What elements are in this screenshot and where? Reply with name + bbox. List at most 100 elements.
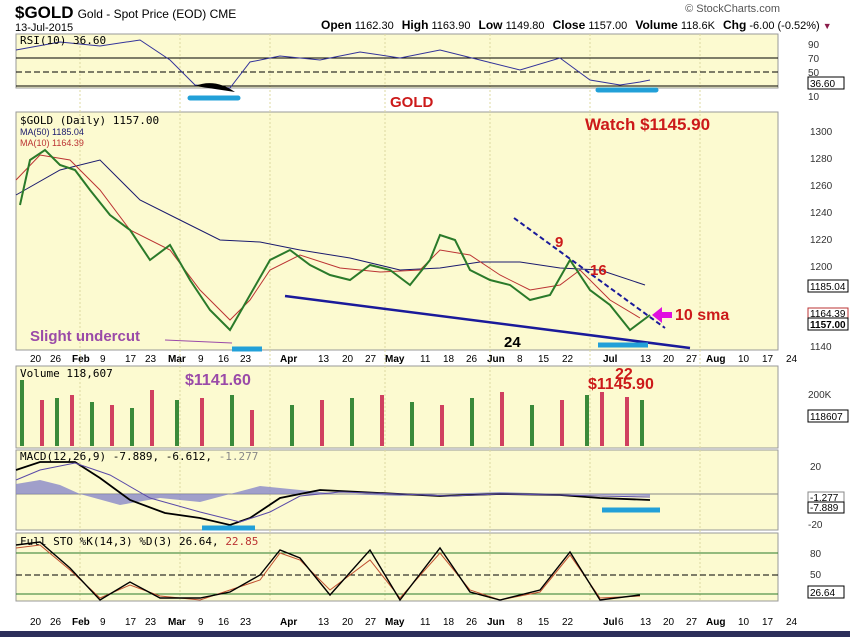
svg-text:MACD(12,26,9) -7.889, -6.612,: MACD(12,26,9) -7.889, -6.612, -1.277 (20, 450, 258, 463)
svg-text:118607: 118607 (810, 412, 843, 423)
rsi-panel: RSI(10) 36.60 90 70 50 10 36.60 (15, 34, 845, 103)
svg-text:23: 23 (145, 354, 157, 365)
x-axis-top: 20 26 Feb 9 17 23 Mar 9 16 23 Apr 13 20 27 May 11 18 26 Ju… (30, 354, 798, 365)
svg-text:Jun: Jun (487, 354, 505, 365)
svg-text:13: 13 (318, 617, 330, 628)
svg-text:RSI(10) 36.60: RSI(10) 36.60 (20, 34, 106, 47)
bottom-bar (0, 631, 850, 637)
svg-text:13: 13 (640, 617, 652, 628)
svg-text:8: 8 (517, 617, 523, 628)
svg-text:Mar: Mar (168, 617, 186, 628)
svg-text:26: 26 (466, 354, 478, 365)
svg-text:1164.39: 1164.39 (810, 309, 846, 320)
svg-text:80: 80 (810, 549, 822, 560)
svg-text:18: 18 (443, 354, 455, 365)
sto-panel: Full STO %K(14,3) %D(3) 26.64, 22.85 80 5… (15, 535, 845, 602)
price-panel: $GOLD (Daily) 1157.00 MA(50) 1185.04 MA(… (15, 94, 849, 353)
svg-text:1280: 1280 (810, 154, 833, 165)
svg-text:$1141.60: $1141.60 (185, 372, 251, 389)
svg-text:Apr: Apr (280, 354, 297, 365)
svg-text:-20: -20 (808, 520, 823, 531)
svg-text:1140: 1140 (810, 342, 832, 353)
svg-text:GOLD: GOLD (390, 94, 433, 111)
svg-text:-1.277: -1.277 (810, 493, 839, 504)
svg-text:22: 22 (562, 617, 574, 628)
svg-text:24: 24 (504, 334, 521, 351)
svg-text:20: 20 (663, 617, 675, 628)
svg-text:26: 26 (50, 617, 62, 628)
svg-text:Full STO %K(14,3) %D(3) 26.64,: Full STO %K(14,3) %D(3) 26.64, 22.85 (20, 535, 258, 548)
svg-text:20: 20 (342, 617, 354, 628)
svg-text:27: 27 (686, 617, 698, 628)
svg-text:1200: 1200 (810, 262, 833, 273)
svg-text:24: 24 (786, 617, 798, 628)
svg-text:16: 16 (218, 354, 230, 365)
svg-text:1260: 1260 (810, 181, 833, 192)
svg-text:11: 11 (420, 354, 431, 365)
svg-text:16: 16 (218, 617, 230, 628)
svg-text:13: 13 (640, 354, 652, 365)
svg-text:22: 22 (615, 366, 633, 383)
svg-text:10: 10 (738, 617, 750, 628)
svg-text:Mar: Mar (168, 354, 186, 365)
svg-text:20: 20 (30, 617, 42, 628)
svg-text:Feb: Feb (72, 354, 90, 365)
svg-text:27: 27 (365, 617, 377, 628)
svg-text:9: 9 (100, 354, 106, 365)
svg-text:6: 6 (618, 617, 624, 628)
svg-text:May: May (385, 617, 405, 628)
svg-text:Apr: Apr (280, 617, 297, 628)
svg-text:$1145.90: $1145.90 (588, 376, 654, 393)
svg-text:Jul: Jul (603, 354, 618, 365)
svg-text:17: 17 (125, 354, 137, 365)
chart-date: 13-Jul-2015 (15, 22, 74, 34)
svg-text:1240: 1240 (810, 208, 833, 219)
copyright: © StockCharts.com (685, 3, 780, 15)
svg-text:20: 20 (30, 354, 42, 365)
down-arrow-icon: ▼ (822, 21, 832, 31)
svg-text:26: 26 (50, 354, 62, 365)
svg-text:Jun: Jun (487, 617, 505, 628)
x-axis-bottom: 20 26 Feb 9 17 23 Mar 9 16 23 Apr 13 20 27 May 11 18 26 Ju… (30, 617, 798, 628)
svg-text:Aug: Aug (706, 617, 725, 628)
svg-text:27: 27 (686, 354, 698, 365)
svg-text:MA(10) 1164.39: MA(10) 1164.39 (20, 138, 84, 148)
svg-text:200K: 200K (808, 390, 832, 401)
svg-text:10: 10 (808, 92, 820, 103)
svg-text:90: 90 (808, 40, 820, 51)
svg-text:1300: 1300 (810, 127, 833, 138)
svg-text:17: 17 (125, 617, 137, 628)
svg-text:MA(50) 1185.04: MA(50) 1185.04 (20, 127, 84, 137)
svg-text:23: 23 (240, 617, 252, 628)
svg-text:9: 9 (198, 354, 204, 365)
svg-text:1185.04: 1185.04 (810, 282, 846, 293)
svg-text:10 sma: 10 sma (675, 307, 729, 324)
svg-text:18: 18 (443, 617, 455, 628)
svg-text:10: 10 (738, 354, 750, 365)
svg-text:24: 24 (786, 354, 798, 365)
svg-text:36.60: 36.60 (810, 79, 835, 90)
macd-panel: MACD(12,26,9) -7.889, -6.612, -1.277 20 -… (15, 450, 845, 531)
svg-text:Feb: Feb (72, 617, 90, 628)
svg-text:20: 20 (663, 354, 675, 365)
svg-text:Volume 118,607: Volume 118,607 (20, 367, 113, 380)
volume-panel: Volume 118,607 200K 118607 $1141.60 22 $… (20, 366, 849, 446)
svg-text:8: 8 (517, 354, 523, 365)
svg-text:Aug: Aug (706, 354, 725, 365)
svg-text:1157.00: 1157.00 (810, 320, 846, 331)
svg-text:15: 15 (538, 354, 550, 365)
svg-text:27: 27 (365, 354, 377, 365)
svg-text:50: 50 (810, 570, 822, 581)
svg-text:$GOLD (Daily) 1157.00: $GOLD (Daily) 1157.00 (20, 114, 159, 127)
svg-text:22: 22 (562, 354, 574, 365)
svg-text:20: 20 (342, 354, 354, 365)
svg-text:9: 9 (100, 617, 106, 628)
svg-text:Watch $1145.90: Watch $1145.90 (585, 115, 710, 134)
svg-text:9: 9 (198, 617, 204, 628)
svg-text:23: 23 (240, 354, 252, 365)
svg-text:Jul: Jul (603, 617, 618, 628)
svg-text:1220: 1220 (810, 235, 833, 246)
svg-text:May: May (385, 354, 405, 365)
svg-text:11: 11 (420, 617, 431, 628)
